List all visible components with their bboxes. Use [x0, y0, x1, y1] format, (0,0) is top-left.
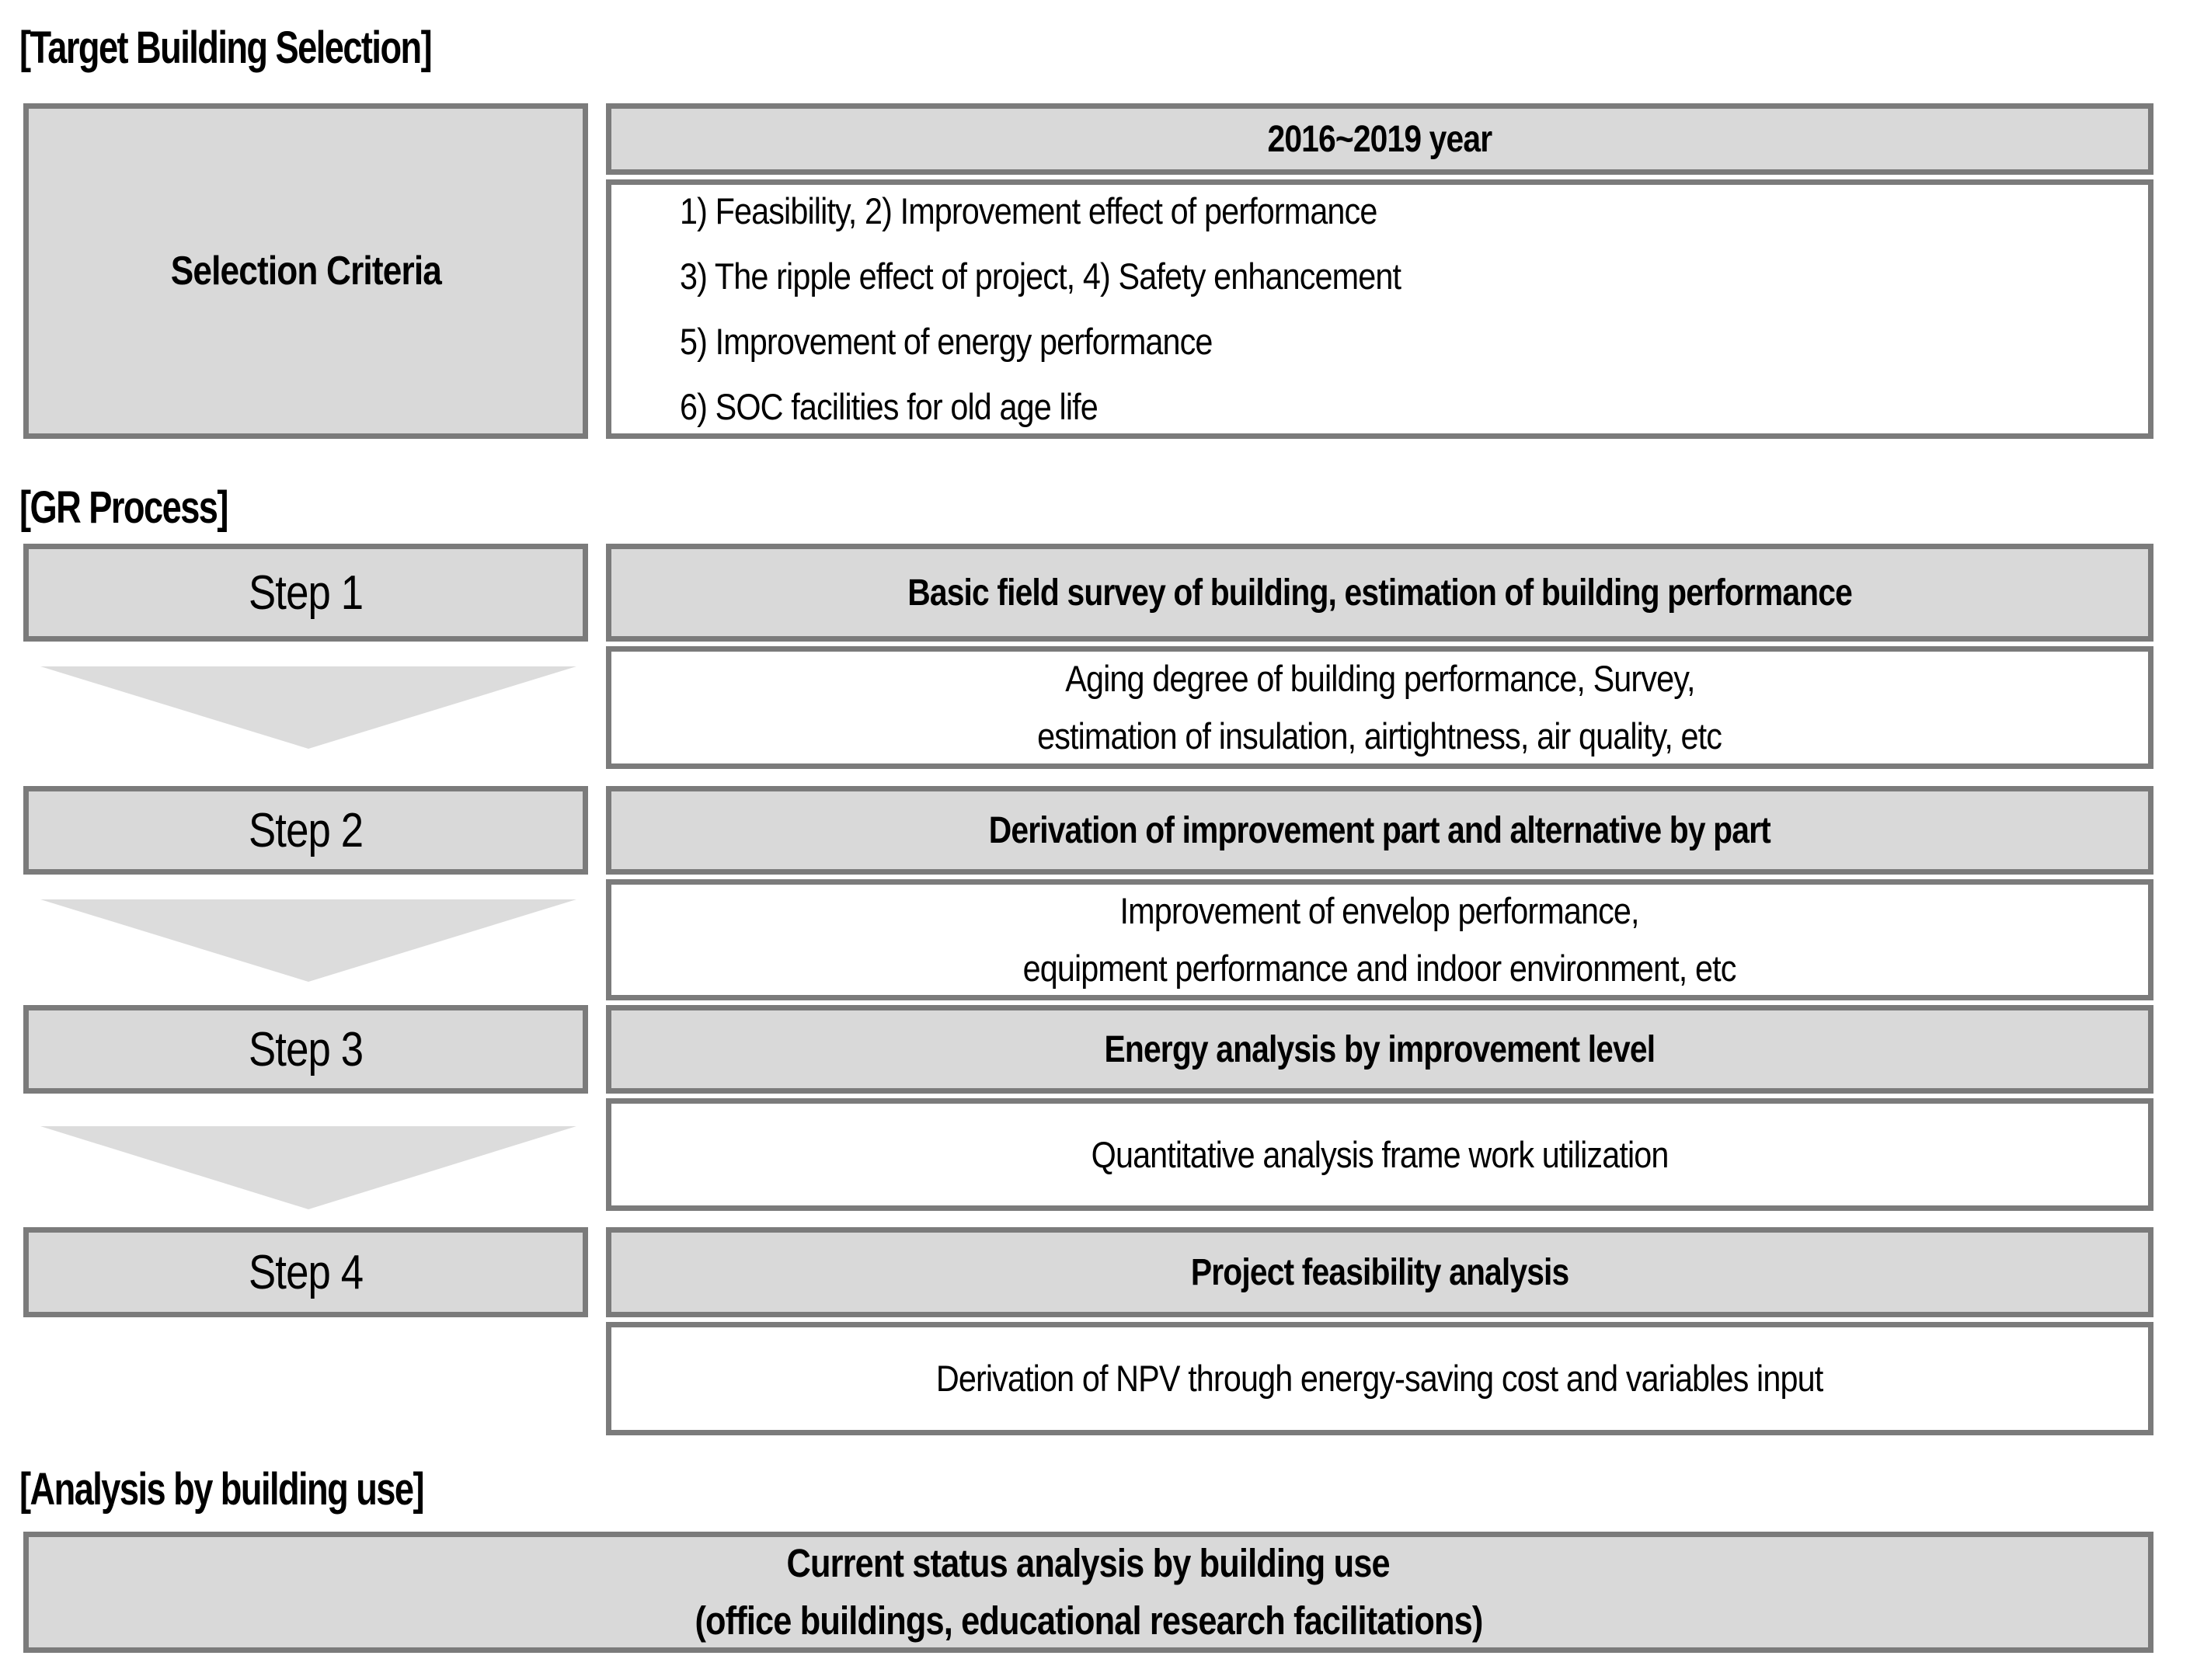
down-arrow-icon [40, 666, 576, 749]
section-title-analysis-by-building-use: [Analysis by building use] [19, 1464, 425, 1515]
step4-box: Step 4 [23, 1227, 588, 1317]
step2-box: Step 2 [23, 786, 588, 875]
step1-box: Step 1 [23, 544, 588, 642]
step1-detail-line: estimation of insulation, airtightness, … [1037, 715, 1722, 757]
step1-label: Step 1 [248, 565, 364, 620]
step3-detail-box: Quantitative analysis frame work utiliza… [606, 1098, 2153, 1211]
step1-header-label: Basic field survey of building, estimati… [907, 572, 1853, 614]
step1-detail-box: Aging degree of building performance, Su… [606, 646, 2153, 769]
criteria-item: 5) Improvement of energy performance [680, 321, 1213, 362]
step3-box: Step 3 [23, 1005, 588, 1094]
criteria-item: 1) Feasibility, 2) Improvement effect of… [680, 190, 1377, 231]
analysis-summary-line: (office buildings, educational research … [695, 1598, 1483, 1643]
down-arrow-icon [40, 1126, 576, 1209]
step3-header-box: Energy analysis by improvement level [606, 1005, 2153, 1094]
step2-detail-box: Improvement of envelop performance, equi… [606, 879, 2153, 1000]
step4-header-box: Project feasibility analysis [606, 1227, 2153, 1317]
step4-detail-box: Derivation of NPV through energy-saving … [606, 1322, 2153, 1435]
step3-label: Step 3 [248, 1022, 364, 1077]
step3-header-label: Energy analysis by improvement level [1104, 1028, 1656, 1070]
step1-detail-line: Aging degree of building performance, Su… [1064, 658, 1695, 699]
step2-header-label: Derivation of improvement part and alter… [988, 809, 1771, 851]
selection-criteria-cell: Selection Criteria [23, 103, 588, 439]
selection-criteria-label: Selection Criteria [170, 249, 441, 294]
analysis-summary-box: Current status analysis by building use … [23, 1532, 2153, 1653]
step4-header-label: Project feasibility analysis [1190, 1251, 1569, 1293]
step2-header-box: Derivation of improvement part and alter… [606, 786, 2153, 875]
step2-label: Step 2 [248, 803, 364, 857]
section-title-gr-process: [GR Process] [19, 482, 228, 533]
step2-detail-line: Improvement of envelop performance, [1119, 890, 1640, 931]
step3-detail-line: Quantitative analysis frame work utiliza… [1091, 1133, 1669, 1175]
analysis-summary-line: Current status analysis by building use [786, 1541, 1391, 1585]
period-header-label: 2016~2019 year [1267, 118, 1493, 160]
down-arrow-icon [40, 899, 576, 982]
criteria-list-box: 1) Feasibility, 2) Improvement effect of… [606, 179, 2153, 439]
criteria-item: 3) The ripple effect of project, 4) Safe… [680, 256, 1401, 297]
period-header-box: 2016~2019 year [606, 103, 2153, 175]
step1-header-box: Basic field survey of building, estimati… [606, 544, 2153, 642]
step4-label: Step 4 [248, 1245, 364, 1299]
step2-detail-line: equipment performance and indoor environ… [1023, 948, 1737, 989]
criteria-item: 6) SOC facilities for old age life [680, 386, 1098, 427]
step4-detail-line: Derivation of NPV through energy-saving … [936, 1358, 1823, 1399]
section-title-target-building-selection: [Target Building Selection] [19, 23, 433, 73]
